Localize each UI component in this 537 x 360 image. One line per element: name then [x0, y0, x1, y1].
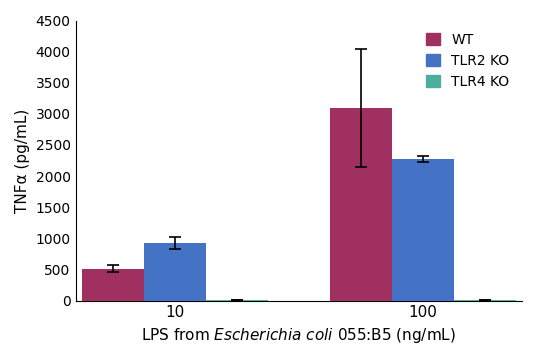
X-axis label: LPS from $\it{Escherichia\ coli}$ 055:B5 (ng/mL): LPS from $\it{Escherichia\ coli}$ 055:B5…	[141, 326, 456, 345]
Bar	[144, 243, 206, 301]
Bar	[82, 269, 144, 301]
Bar	[392, 159, 454, 301]
Y-axis label: TNFα (pg/mL): TNFα (pg/mL)	[15, 108, 30, 213]
Bar	[330, 108, 392, 301]
Legend: WT, TLR2 KO, TLR4 KO: WT, TLR2 KO, TLR4 KO	[421, 27, 515, 94]
